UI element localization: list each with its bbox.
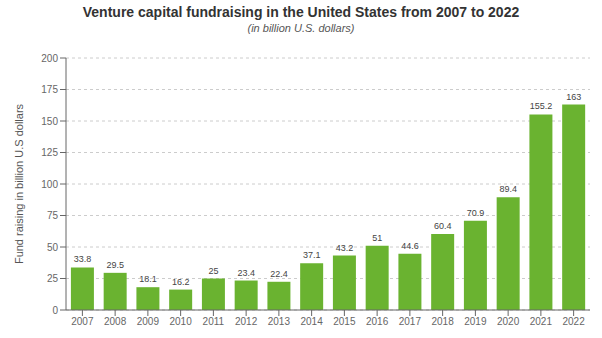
html-text:(in billion U.S. dollars): (in billion U.S. dollars) — [247, 22, 355, 34]
svg-text:16.2: 16.2 — [172, 277, 190, 287]
svg-text:2011: 2011 — [203, 316, 225, 327]
svg-text:22.4: 22.4 — [270, 269, 288, 279]
svg-text:60.4: 60.4 — [434, 221, 452, 231]
svg-text:33.8: 33.8 — [74, 254, 92, 264]
svg-text:2016: 2016 — [366, 316, 389, 327]
svg-text:Fund raising in billion U.S do: Fund raising in billion U.S dollars — [13, 103, 25, 264]
svg-text:125: 125 — [41, 147, 58, 158]
svg-text:23.4: 23.4 — [237, 268, 255, 278]
svg-text:2015: 2015 — [333, 316, 356, 327]
svg-text:2017: 2017 — [399, 316, 422, 327]
svg-text:200: 200 — [41, 53, 58, 64]
svg-text:37.1: 37.1 — [303, 250, 321, 260]
svg-text:2007: 2007 — [71, 316, 94, 327]
svg-text:2009: 2009 — [137, 316, 160, 327]
svg-text:2008: 2008 — [104, 316, 127, 327]
svg-text:44.6: 44.6 — [401, 241, 419, 251]
svg-text:25: 25 — [208, 266, 218, 276]
svg-text:2020: 2020 — [497, 316, 520, 327]
svg-text:70.9: 70.9 — [467, 208, 485, 218]
svg-text:51: 51 — [372, 233, 382, 243]
svg-text:89.4: 89.4 — [499, 184, 517, 194]
svg-text:2022: 2022 — [563, 316, 586, 327]
svg-text:163: 163 — [566, 92, 581, 102]
svg-text:75: 75 — [47, 210, 59, 221]
svg-text:175: 175 — [41, 84, 58, 95]
svg-text:29.5: 29.5 — [106, 260, 124, 270]
svg-text:155.2: 155.2 — [530, 101, 553, 111]
svg-text:100: 100 — [41, 179, 58, 190]
svg-text:2018: 2018 — [432, 316, 455, 327]
svg-text:25: 25 — [47, 273, 59, 284]
svg-text:2021: 2021 — [530, 316, 553, 327]
svg-text:18.1: 18.1 — [139, 274, 157, 284]
svg-text:2019: 2019 — [464, 316, 487, 327]
svg-text:2013: 2013 — [268, 316, 291, 327]
svg-text:2010: 2010 — [170, 316, 193, 327]
svg-text:2014: 2014 — [301, 316, 324, 327]
svg-text:50: 50 — [47, 242, 59, 253]
svg-text:0: 0 — [52, 305, 58, 316]
svg-text:43.2: 43.2 — [336, 243, 354, 253]
svg-text:2012: 2012 — [235, 316, 258, 327]
svg-text:150: 150 — [41, 116, 58, 127]
html-text:Venture capital fundraising in: Venture capital fundraising in the Unite… — [82, 4, 520, 20]
